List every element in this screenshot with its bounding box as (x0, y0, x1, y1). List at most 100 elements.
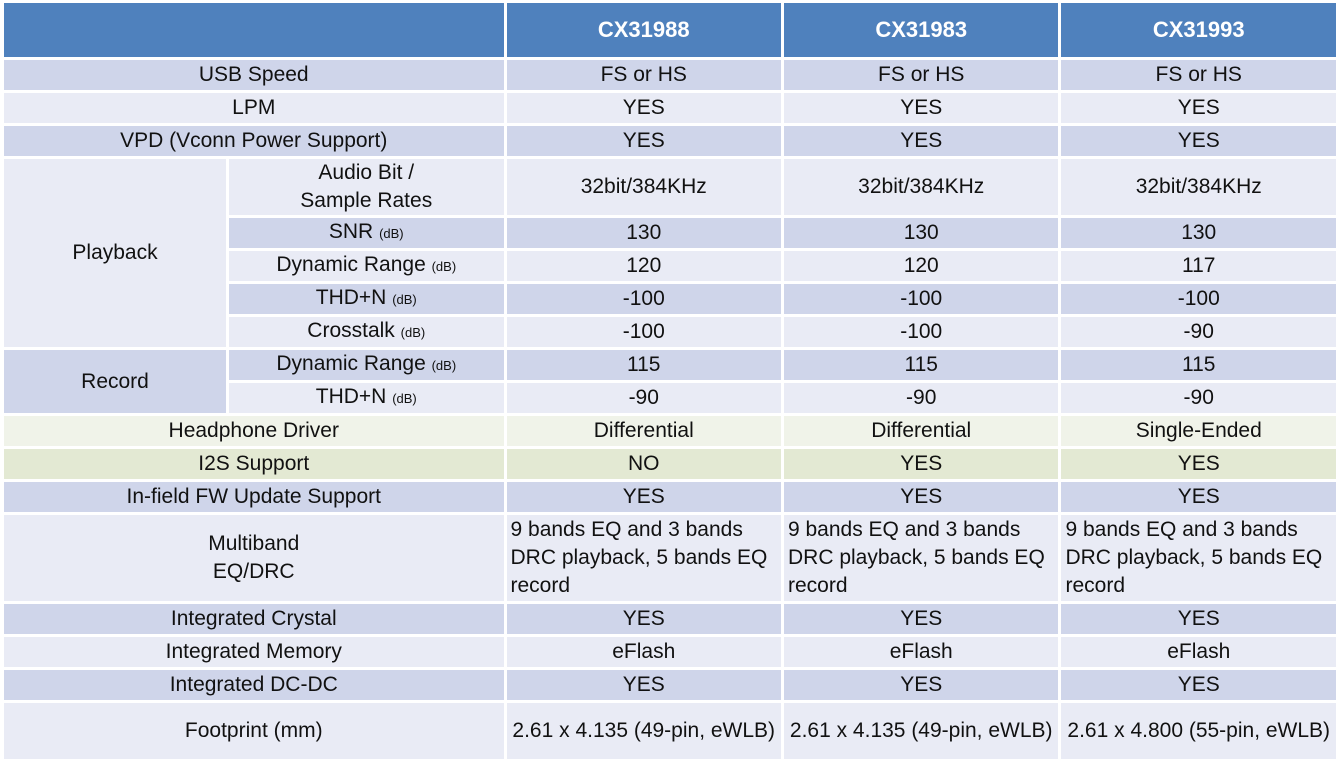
row-label: SNR (dB) (229, 218, 504, 248)
cell-value: 2.61 x 4.800 (55-pin, eWLB) (1061, 703, 1336, 759)
unit-label: (dB) (431, 259, 457, 274)
cell-value: 120 (506, 251, 781, 281)
row-label-line1: Audio Bit / (318, 161, 415, 184)
cell-value: 32bit/384KHz (1061, 159, 1336, 215)
row-label: VPD (Vconn Power Support) (4, 126, 504, 156)
row-label-text: Dynamic Range (276, 253, 426, 276)
row-label: In-field FW Update Support (4, 482, 504, 512)
row-label: Audio Bit / Sample Rates (229, 159, 504, 215)
row-footprint: Footprint (mm) 2.61 x 4.135 (49-pin, eWL… (4, 703, 1336, 759)
cell-value: YES (1061, 126, 1336, 156)
cell-value: YES (783, 93, 1059, 123)
cell-value: FS or HS (1061, 60, 1336, 90)
row-label-text: Crosstalk (307, 319, 395, 342)
row-label: Crosstalk (dB) (229, 317, 504, 347)
row-label-line2: Sample Rates (300, 189, 433, 212)
unit-label: (dB) (400, 325, 426, 340)
cell-value: -100 (783, 284, 1059, 314)
cell-value: -100 (783, 317, 1059, 347)
row-label: Headphone Driver (4, 416, 504, 446)
row-label: Integrated Crystal (4, 604, 504, 634)
unit-label: (dB) (431, 358, 457, 373)
cell-value: YES (783, 670, 1059, 700)
row-usb-speed: USB Speed FS or HS FS or HS FS or HS (4, 60, 1336, 90)
unit-label: (dB) (392, 292, 417, 307)
row-snr: SNR (dB) 130 130 130 (4, 218, 1336, 248)
row-vpd: VPD (Vconn Power Support) YES YES YES (4, 126, 1336, 156)
group-label-playback: Playback (4, 159, 227, 347)
cell-value: YES (783, 482, 1059, 512)
cell-value: 2.61 x 4.135 (49-pin, eWLB) (783, 703, 1059, 759)
row-label-text: Dynamic Range (276, 352, 426, 375)
row-label-text: SNR (328, 220, 374, 243)
row-label: THD+N (dB) (229, 284, 504, 314)
row-integrated-memory: Integrated Memory eFlash eFlash eFlash (4, 637, 1336, 667)
cell-value: -100 (506, 284, 781, 314)
cell-value: Differential (783, 416, 1059, 446)
header-product-2: CX31983 (783, 3, 1059, 57)
cell-value: eFlash (1061, 637, 1336, 667)
cell-value: eFlash (506, 637, 781, 667)
cell-value: 32bit/384KHz (783, 159, 1059, 215)
row-crosstalk: Crosstalk (dB) -100 -100 -90 (4, 317, 1336, 347)
cell-value: 9 bands EQ and 3 bands DRC playback, 5 b… (506, 515, 781, 601)
row-label-line2: EQ/DRC (212, 560, 295, 583)
row-lpm: LPM YES YES YES (4, 93, 1336, 123)
header-product-1: CX31988 (506, 3, 781, 57)
row-audio-bit: Playback Audio Bit / Sample Rates 32bit/3… (4, 159, 1336, 347)
cell-value: 130 (506, 218, 781, 248)
cell-value: YES (783, 604, 1059, 634)
row-label-text: THD+N (315, 385, 387, 408)
row-label: Multiband EQ/DRC (4, 515, 504, 601)
cell-value: YES (1061, 670, 1336, 700)
cell-value: YES (783, 449, 1059, 479)
cell-value: -90 (506, 383, 781, 413)
cell-value: -90 (1061, 317, 1336, 347)
cell-value: Single-Ended (1061, 416, 1336, 446)
cell-value: 117 (1061, 251, 1336, 281)
unit-label: (dB) (392, 391, 417, 406)
cell-value: YES (1061, 93, 1336, 123)
row-playback-thdn: THD+N (dB) -100 -100 -100 (4, 284, 1336, 314)
cell-value: eFlash (783, 637, 1059, 667)
cell-value: YES (1061, 482, 1336, 512)
row-label: Integrated Memory (4, 637, 504, 667)
cell-value: 130 (1061, 218, 1336, 248)
header-row: CX31988 CX31983 CX31993 (4, 3, 1336, 57)
row-record-dynamic-range: Record Dynamic Range (dB) 115 115 115 (4, 350, 1336, 413)
cell-value: FS or HS (783, 60, 1059, 90)
row-label: Footprint (mm) (4, 703, 504, 759)
row-i2s-support: I2S Support NO YES YES (4, 449, 1336, 479)
cell-value: YES (783, 126, 1059, 156)
row-integrated-crystal: Integrated Crystal YES YES YES (4, 604, 1336, 634)
cell-value: -100 (1061, 284, 1336, 314)
cell-value: 130 (783, 218, 1059, 248)
row-multiband-eq: Multiband EQ/DRC 9 bands EQ and 3 bands D… (4, 515, 1336, 601)
cell-value: 115 (1061, 350, 1336, 380)
cell-value: Differential (506, 416, 781, 446)
cell-value: -100 (506, 317, 781, 347)
cell-value: -90 (1061, 383, 1336, 413)
cell-value: YES (506, 126, 781, 156)
row-playback-dynamic-range: Dynamic Range (dB) 120 120 117 (4, 251, 1336, 281)
row-label-line1: Multiband (208, 532, 300, 555)
cell-value: YES (506, 482, 781, 512)
cell-value: YES (506, 670, 781, 700)
row-label: USB Speed (4, 60, 504, 90)
row-label: Integrated DC-DC (4, 670, 504, 700)
row-label: THD+N (dB) (229, 383, 504, 413)
cell-value: 32bit/384KHz (506, 159, 781, 215)
row-record-thdn: THD+N (dB) -90 -90 -90 (4, 383, 1336, 413)
row-headphone-driver: Headphone Driver Differential Differenti… (4, 416, 1336, 446)
group-label-record: Record (4, 350, 227, 413)
header-product-3: CX31993 (1061, 3, 1336, 57)
cell-value: 9 bands EQ and 3 bands DRC playback, 5 b… (783, 515, 1059, 601)
row-label: Dynamic Range (dB) (229, 251, 504, 281)
cell-value: 120 (783, 251, 1059, 281)
cell-value: YES (506, 604, 781, 634)
cell-value: YES (506, 93, 781, 123)
header-blank-cell (4, 3, 504, 57)
cell-value: FS or HS (506, 60, 781, 90)
cell-value: 2.61 x 4.135 (49-pin, eWLB) (506, 703, 781, 759)
